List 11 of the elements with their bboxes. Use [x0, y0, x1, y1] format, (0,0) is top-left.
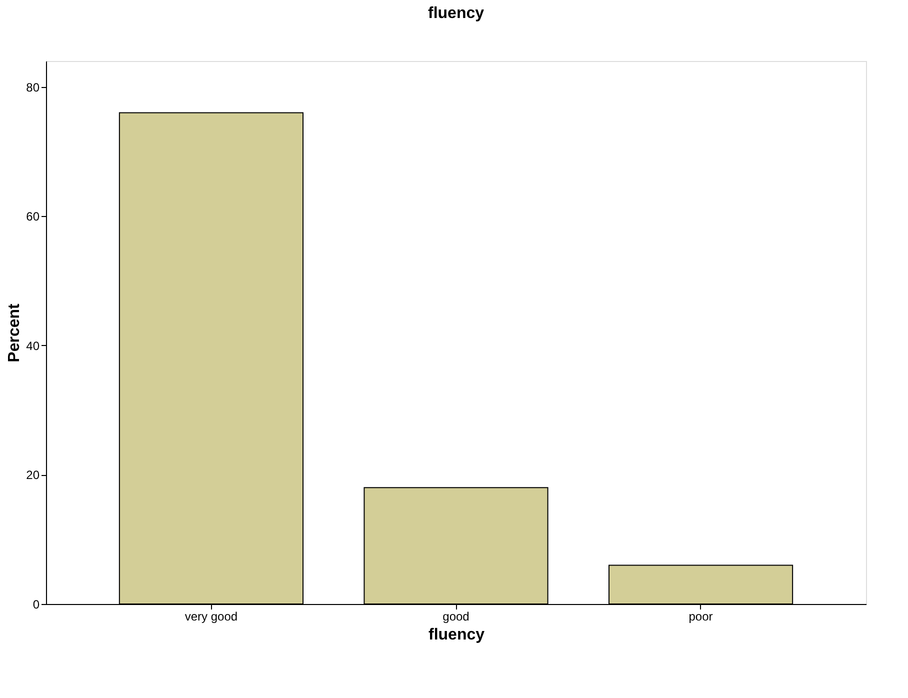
y-tick-label: 20 [26, 468, 40, 482]
y-tick-label: 40 [26, 338, 40, 353]
y-tick-label: 60 [26, 210, 40, 224]
y-axis-title: Percent [6, 302, 24, 362]
x-axis-title: fluency [428, 626, 485, 644]
x-tick-label: good [442, 610, 470, 624]
chart-title: fluency [428, 5, 484, 22]
y-tick-label: 0 [32, 598, 40, 612]
x-tick-label: very good [184, 610, 238, 624]
x-tick-label: poor [688, 610, 713, 624]
y-tick-label: 80 [26, 80, 40, 94]
